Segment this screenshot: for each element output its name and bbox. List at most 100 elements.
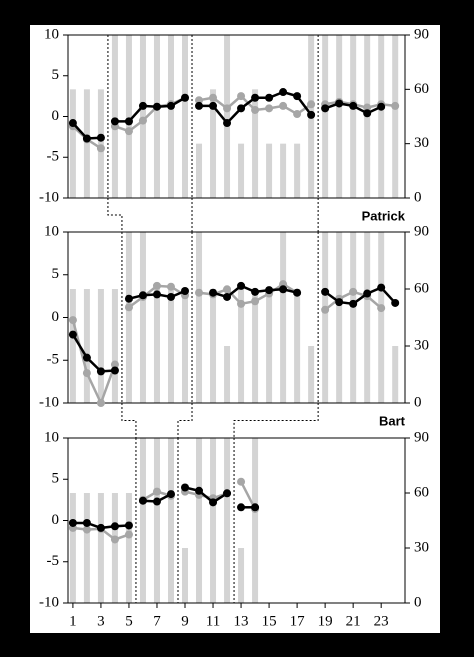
y2-tick-label: 0 — [414, 594, 422, 610]
y2-tick-label: 0 — [414, 394, 422, 410]
bar — [210, 438, 217, 603]
series-point — [152, 487, 161, 496]
series-point — [181, 483, 190, 492]
series-point — [237, 477, 246, 486]
x-tick-label: 15 — [262, 613, 277, 629]
series-point — [377, 102, 386, 111]
series-point — [237, 92, 246, 101]
series-point — [251, 105, 260, 114]
bar — [266, 289, 273, 403]
phase-connector — [107, 198, 123, 232]
series-point — [96, 523, 105, 532]
x-tick-label: 19 — [318, 613, 333, 629]
series-point — [223, 104, 232, 113]
series-point — [124, 127, 133, 136]
bar — [182, 289, 189, 403]
series-point — [82, 353, 91, 362]
bar — [252, 89, 259, 198]
panel-label: Bart — [379, 413, 406, 428]
bar — [153, 289, 160, 403]
y2-tick-label: 30 — [414, 539, 429, 555]
bar — [350, 35, 357, 198]
series-point — [307, 110, 316, 119]
series-point — [68, 518, 77, 527]
series-point — [335, 99, 344, 108]
series-point — [124, 294, 133, 303]
bar — [210, 89, 217, 198]
series-line — [71, 333, 116, 373]
series-point — [181, 286, 190, 295]
series-point — [209, 288, 218, 297]
series-point — [279, 88, 288, 97]
series-point — [209, 101, 218, 110]
x-tick-label: 5 — [125, 613, 133, 629]
y-tick-label: -5 — [47, 352, 60, 368]
series-point — [391, 298, 400, 307]
y-tick-label: 5 — [52, 67, 60, 83]
series-point — [293, 288, 302, 297]
bar — [167, 35, 174, 198]
y-tick-label: -10 — [39, 394, 59, 410]
series-point — [124, 117, 133, 126]
bar — [252, 438, 259, 603]
series-point — [265, 93, 274, 102]
series-point — [68, 119, 77, 128]
series-point — [265, 286, 274, 295]
y-tick-label: -5 — [47, 553, 60, 569]
bar — [294, 289, 301, 403]
bar — [336, 35, 343, 198]
bar — [139, 438, 146, 603]
bar — [322, 232, 329, 403]
series-point — [377, 283, 386, 292]
series-point — [82, 369, 91, 378]
series-point — [363, 289, 372, 298]
bar — [111, 493, 118, 603]
series-point — [321, 287, 330, 296]
series-point — [265, 104, 274, 113]
series-point — [166, 490, 175, 499]
y2-tick-label: 90 — [414, 223, 429, 239]
x-tick-label: 9 — [181, 613, 189, 629]
series-point — [349, 299, 358, 308]
x-tick-label: 1 — [69, 613, 77, 629]
y-tick-label: -10 — [39, 594, 59, 610]
series-point — [237, 104, 246, 113]
bar — [196, 232, 203, 403]
y-tick-label: 5 — [52, 471, 60, 487]
bar — [392, 35, 399, 198]
series-point — [124, 530, 133, 539]
y2-tick-label: 60 — [414, 484, 429, 500]
series-point — [195, 101, 204, 110]
bar — [167, 438, 174, 603]
bar — [111, 35, 118, 198]
bar — [294, 143, 301, 198]
bar — [83, 289, 90, 403]
series-point — [110, 535, 119, 544]
x-tick-label: 11 — [206, 613, 220, 629]
bar — [97, 289, 104, 403]
y2-tick-label: 60 — [414, 280, 429, 296]
series-point — [363, 103, 372, 112]
series-point — [321, 305, 330, 314]
bar — [238, 289, 245, 403]
bar — [153, 35, 160, 198]
series-point — [363, 109, 372, 118]
y2-tick-label: 30 — [414, 337, 429, 353]
bar — [280, 232, 287, 403]
series-point — [391, 101, 400, 110]
series-point — [138, 101, 147, 110]
series-point — [307, 100, 316, 109]
series-point — [209, 498, 218, 507]
series-point — [223, 292, 232, 301]
bar — [322, 35, 329, 198]
phase-connector — [177, 403, 193, 438]
y2-tick-label: 90 — [414, 429, 429, 445]
phase-connector — [121, 403, 137, 438]
series-point — [124, 303, 133, 312]
series-point — [96, 367, 105, 376]
series-point — [166, 282, 175, 291]
bar — [125, 232, 132, 403]
series-point — [349, 101, 358, 110]
series-point — [166, 101, 175, 110]
